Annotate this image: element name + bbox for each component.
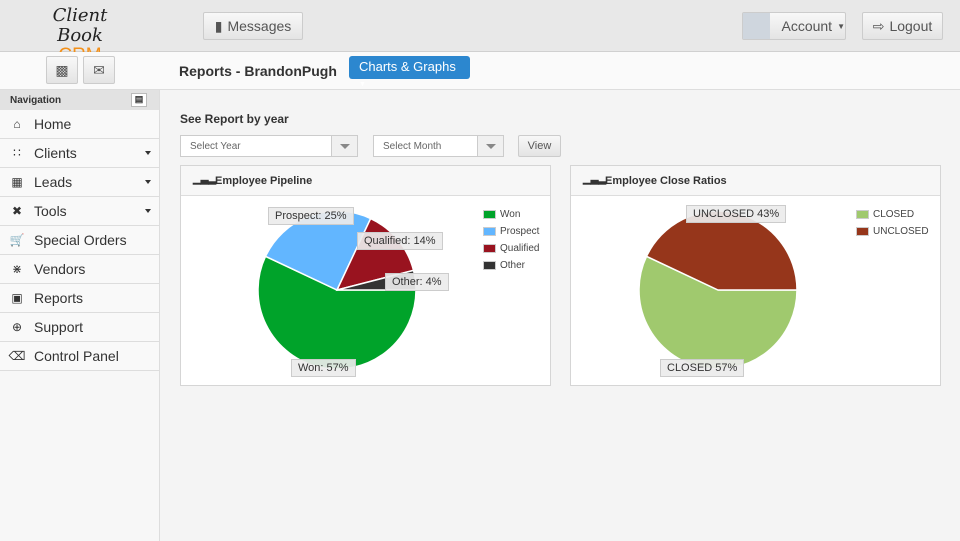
data-label: UNCLOSED 43% (686, 205, 787, 223)
legend-label: Qualified (500, 243, 540, 254)
mail-button[interactable]: ✉ (83, 56, 115, 84)
tools-icon: ✖ (11, 204, 23, 218)
sidebar-item-tools[interactable]: ✖ Tools (0, 197, 159, 226)
users-icon: ⋇ (11, 262, 23, 276)
grid-icon: ∷ (13, 146, 21, 160)
caret-down-icon (145, 180, 151, 184)
data-label: CLOSED 57% (660, 359, 745, 377)
filter-heading: See Report by year (180, 112, 289, 126)
charts-graphs-dropdown[interactable]: Charts & Graphs ▼ (349, 56, 470, 88)
chat-icon: ▮ (214, 17, 223, 34)
chat-icon: ▩ (55, 61, 69, 78)
sidebar-item-label: Reports (34, 290, 84, 306)
sidebar-item-label: Control Panel (34, 348, 119, 364)
data-label: Other: 4% (385, 273, 449, 291)
logout-button[interactable]: ⇨ Logout (862, 12, 943, 40)
logout-label: Logout (889, 18, 933, 34)
messages-button[interactable]: ▮ Messages (203, 12, 303, 40)
data-label: Won: 57% (291, 359, 356, 377)
sidebar: Navigation ▤ ⌂ Home ∷ Clients ▦ Leads ✖ Tools 🛒 Sp… (0, 90, 160, 541)
chat-button[interactable]: ▩ (46, 56, 78, 84)
account-button[interactable]: Account ▼ (742, 12, 846, 40)
legend-label: UNCLOSED (873, 226, 929, 237)
charts-graphs-label: Charts & Graphs (359, 59, 456, 74)
view-button[interactable]: View (518, 135, 561, 157)
legend-label: Prospect (500, 226, 540, 237)
sidebar-item-home[interactable]: ⌂ Home (0, 110, 159, 139)
backspace-icon: ⌫ (8, 349, 26, 363)
layout-toggle-icon[interactable]: ▤ (131, 93, 147, 107)
legend-item[interactable]: CLOSED (856, 206, 929, 223)
bar-chart-icon: ▁▃▂ (583, 174, 607, 185)
view-label: View (527, 140, 552, 152)
legend-item[interactable]: Other (483, 257, 539, 274)
messages-label: Messages (227, 18, 292, 34)
sidebar-item-label: Home (34, 116, 72, 132)
sidebar-item-control-panel[interactable]: ⌫ Control Panel (0, 342, 159, 371)
sidebar-item-leads[interactable]: ▦ Leads (0, 168, 159, 197)
chevron-down-icon (477, 136, 503, 156)
mail-icon: ✉ (93, 61, 105, 78)
legend-label: Other (500, 260, 526, 271)
lifebuoy-icon: ⊕ (11, 320, 23, 334)
close-ratios-panel: ▁▃▂ Employee Close Ratios (570, 165, 941, 386)
sidebar-item-reports[interactable]: ▣ Reports (0, 284, 159, 313)
avatar (743, 13, 771, 39)
page-title: Reports - BrandonPugh (179, 63, 337, 79)
caret-down-icon: ▼ (837, 21, 845, 31)
year-select[interactable]: Select Year (180, 135, 358, 157)
sidebar-item-special-orders[interactable]: 🛒 Special Orders (0, 226, 159, 255)
month-select-value: Select Month (383, 141, 442, 152)
top-bar: Client Book CRM ▮Messages Account▼ ⇨Logo… (0, 0, 960, 65)
legend-item[interactable]: Won (483, 206, 539, 223)
chart-icon: ▣ (11, 291, 23, 305)
legend-swatch (483, 227, 496, 236)
legend-label: Won (500, 209, 521, 220)
legend-item[interactable]: UNCLOSED (856, 223, 929, 240)
sidebar-item-label: Tools (34, 203, 67, 219)
account-label: Account (781, 18, 833, 34)
sidebar-item-vendors[interactable]: ⋇ Vendors (0, 255, 159, 284)
year-select-value: Select Year (190, 141, 241, 152)
chart-legend: CLOSED UNCLOSED (856, 206, 929, 240)
caret-down-icon (145, 209, 151, 213)
logout-icon: ⇨ (872, 17, 885, 34)
panel-title: Employee Pipeline (215, 175, 313, 187)
navigation-heading: Navigation ▤ (0, 90, 159, 110)
sidebar-item-label: Clients (34, 145, 77, 161)
data-label: Prospect: 25% (268, 207, 354, 225)
sidebar-item-clients[interactable]: ∷ Clients (0, 139, 159, 168)
sidebar-item-label: Special Orders (34, 232, 127, 248)
bar-chart-icon: ▁▃▂ (193, 174, 217, 185)
legend-label: CLOSED (873, 209, 915, 220)
chevron-down-icon (331, 136, 357, 156)
sidebar-item-label: Support (34, 319, 84, 335)
month-select[interactable]: Select Month (373, 135, 504, 157)
chart-legend: Won Prospect Qualified Other (483, 206, 539, 274)
table-icon: ▦ (11, 175, 23, 189)
sub-bar: ▩ ✉ Reports - BrandonPugh Charts & Graph… (0, 52, 960, 90)
sidebar-item-label: Vendors (34, 261, 86, 277)
legend-swatch (483, 244, 496, 253)
legend-swatch (483, 210, 496, 219)
logo-text: Client Book (52, 5, 108, 46)
sidebar-item-support[interactable]: ⊕ Support (0, 313, 159, 342)
cart-icon: 🛒 (9, 233, 25, 247)
panel-title: Employee Close Ratios (605, 175, 727, 187)
employee-pipeline-panel: ▁▃▂ Employee Pipeline (180, 165, 551, 386)
home-icon: ⌂ (13, 117, 21, 131)
legend-swatch (856, 210, 869, 219)
legend-item[interactable]: Qualified (483, 240, 539, 257)
caret-down-icon (145, 151, 151, 155)
data-label: Qualified: 14% (357, 232, 443, 250)
sidebar-item-label: Leads (34, 174, 73, 190)
legend-item[interactable]: Prospect (483, 223, 539, 240)
caret-down-icon: ▼ (359, 81, 366, 88)
legend-swatch (483, 261, 496, 270)
legend-swatch (856, 227, 869, 236)
navigation-label: Navigation (10, 95, 62, 106)
